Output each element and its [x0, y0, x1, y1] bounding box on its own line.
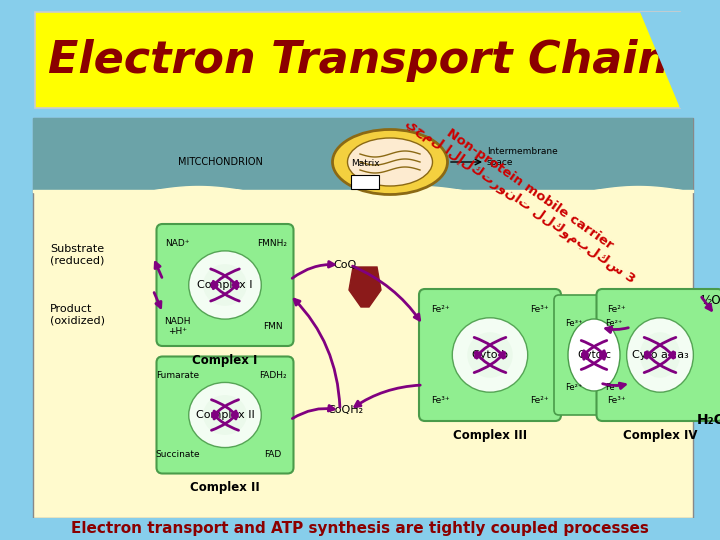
Ellipse shape [568, 319, 620, 391]
Ellipse shape [189, 382, 261, 448]
FancyBboxPatch shape [351, 175, 379, 189]
Text: Fe³⁺: Fe³⁺ [607, 396, 626, 405]
FancyBboxPatch shape [33, 118, 693, 190]
Text: FMN: FMN [263, 322, 282, 332]
FancyBboxPatch shape [419, 289, 561, 421]
Text: Complex II: Complex II [196, 410, 254, 420]
Text: Product
(oxidized): Product (oxidized) [50, 304, 105, 326]
Text: NADH
+H⁺: NADH +H⁺ [164, 317, 191, 336]
Text: FMNH₂: FMNH₂ [258, 239, 287, 248]
Polygon shape [349, 267, 381, 307]
Text: FADH₂: FADH₂ [258, 370, 287, 380]
Text: CoQ: CoQ [333, 260, 356, 270]
Text: MITCCHONDRION: MITCCHONDRION [178, 157, 262, 167]
Ellipse shape [626, 318, 693, 392]
Ellipse shape [452, 318, 528, 392]
Text: Cyto b: Cyto b [472, 350, 508, 360]
Ellipse shape [189, 251, 261, 319]
Text: Fe²⁺: Fe²⁺ [607, 305, 626, 314]
Text: Fe³⁺: Fe³⁺ [431, 396, 450, 405]
Text: NAD⁺: NAD⁺ [166, 239, 190, 248]
Text: Complex I: Complex I [197, 280, 253, 290]
Text: Complex IV: Complex IV [623, 429, 697, 442]
Text: Complex III: Complex III [453, 429, 527, 442]
Text: Non-protein mobile carrier
يحمل الإلكترونات للكومبلكس 3: Non-protein mobile carrier يحمل الإلكترو… [403, 104, 647, 286]
FancyBboxPatch shape [0, 518, 720, 540]
FancyBboxPatch shape [33, 118, 693, 518]
Text: Fe³⁺: Fe³⁺ [565, 319, 582, 327]
Text: Complex I: Complex I [192, 354, 258, 367]
Text: Cyto a+a₃: Cyto a+a₃ [631, 350, 688, 360]
Text: Fe³⁺: Fe³⁺ [606, 382, 623, 392]
Polygon shape [640, 12, 720, 108]
FancyBboxPatch shape [35, 12, 680, 108]
Ellipse shape [203, 395, 247, 435]
Text: Fumarate: Fumarate [156, 370, 199, 380]
Text: Fe²⁺: Fe²⁺ [530, 396, 549, 405]
FancyBboxPatch shape [554, 295, 634, 415]
Text: Electron transport and ATP synthesis are tightly coupled processes: Electron transport and ATP synthesis are… [71, 522, 649, 537]
Text: Fe³⁺: Fe³⁺ [530, 305, 549, 314]
Text: Succinate: Succinate [156, 450, 200, 460]
Text: ½O₂: ½O₂ [700, 294, 720, 307]
Text: Electron Transport Chain: Electron Transport Chain [48, 38, 669, 82]
Text: CoQH₂: CoQH₂ [327, 405, 363, 415]
FancyBboxPatch shape [156, 224, 294, 346]
Text: H₂O: H₂O [697, 413, 720, 427]
FancyBboxPatch shape [156, 356, 294, 474]
Text: Fe²⁺: Fe²⁺ [606, 319, 623, 327]
Text: Complex II: Complex II [190, 482, 260, 495]
Ellipse shape [333, 130, 448, 194]
Text: FAD: FAD [264, 450, 281, 460]
Text: Matrix: Matrix [351, 159, 379, 168]
FancyBboxPatch shape [596, 289, 720, 421]
Ellipse shape [467, 332, 513, 378]
Text: Cyto c: Cyto c [577, 350, 611, 360]
Text: Intermembrane
space: Intermembrane space [487, 147, 558, 167]
Text: Fe²⁺: Fe²⁺ [565, 382, 582, 392]
Ellipse shape [348, 138, 433, 186]
Text: Fe²⁺: Fe²⁺ [431, 305, 450, 314]
Ellipse shape [640, 332, 680, 378]
Ellipse shape [203, 264, 247, 306]
Text: Substrate
(reduced): Substrate (reduced) [50, 244, 104, 266]
